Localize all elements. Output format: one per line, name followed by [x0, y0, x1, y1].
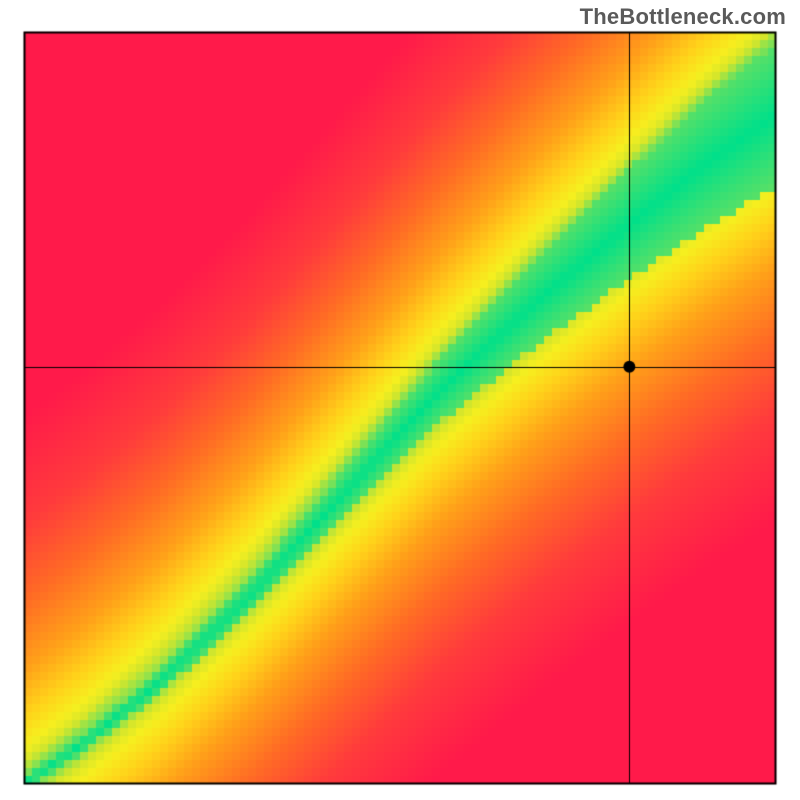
watermark-label: TheBottleneck.com	[580, 4, 786, 30]
overlay-canvas	[0, 0, 800, 800]
chart-container: TheBottleneck.com	[0, 0, 800, 800]
